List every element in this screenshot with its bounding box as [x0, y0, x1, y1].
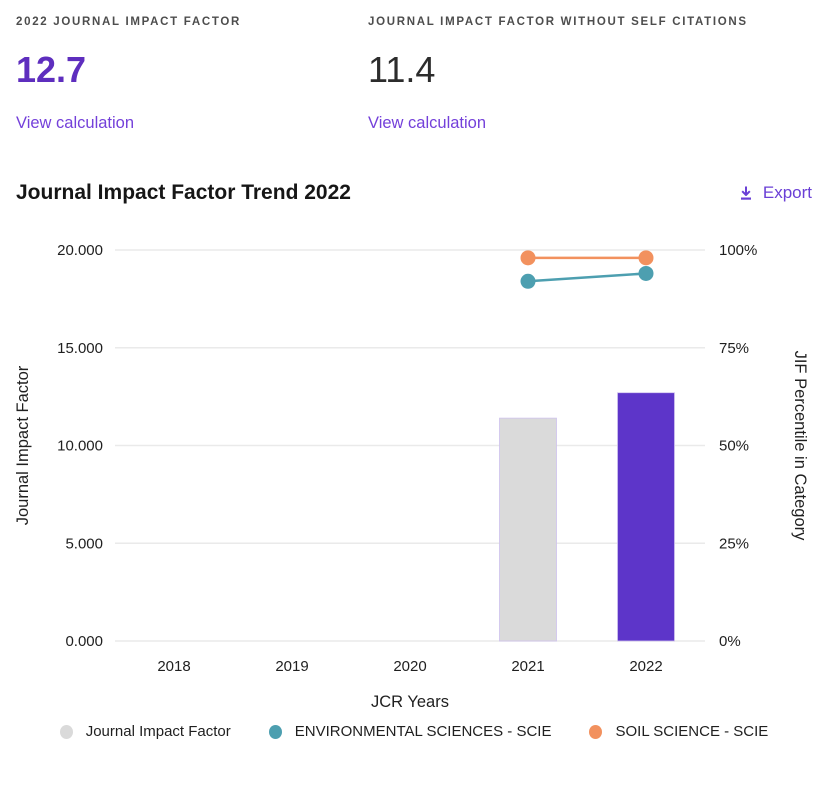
legend-item-journal-impact-factor[interactable]: Journal Impact Factor	[59, 723, 231, 740]
metric-label: JOURNAL IMPACT FACTOR WITHOUT SELF CITAT…	[368, 16, 748, 28]
svg-text:75%: 75%	[719, 340, 749, 357]
trend-chart[interactable]: 0.000 0% 5.000 25% 10.000 50% 15.000 75% 20.000 1…	[0, 223, 828, 715]
metric-label: 2022 JOURNAL IMPACT FACTOR	[16, 16, 242, 28]
svg-text:0%: 0%	[719, 633, 741, 650]
svg-text:Journal Impact Factor: Journal Impact Factor	[14, 365, 32, 525]
metric-jif-without-self-citations: JOURNAL IMPACT FACTOR WITHOUT SELF CITAT…	[368, 16, 748, 133]
legend-dot-orange	[589, 724, 603, 739]
svg-text:2019: 2019	[275, 658, 308, 675]
svg-text:2018: 2018	[157, 658, 190, 675]
svg-text:50%: 50%	[719, 438, 749, 455]
legend-item-environmental-sciences[interactable]: ENVIRONMENTAL SCIENCES - SCIE	[268, 723, 552, 740]
svg-text:JIF Percentile in Category: JIF Percentile in Category	[791, 351, 809, 542]
svg-text:100%: 100%	[719, 242, 757, 259]
chart-header: Journal Impact Factor Trend 2022 Export	[0, 181, 828, 205]
download-icon	[738, 185, 754, 201]
svg-text:2022: 2022	[629, 658, 662, 675]
svg-text:25%: 25%	[719, 535, 749, 552]
export-label: Export	[762, 183, 812, 202]
chart-legend: Journal Impact Factor ENVIRONMENTAL SCIE…	[0, 723, 828, 740]
svg-text:JCR Years: JCR Years	[371, 693, 449, 711]
legend-dot-teal	[268, 724, 282, 739]
metric-value-jif: 12.7	[16, 49, 87, 90]
metric-value-jif-no-self: 11.4	[368, 49, 436, 90]
svg-text:5.000: 5.000	[65, 535, 103, 552]
view-calculation-link[interactable]: View calculation	[368, 114, 487, 132]
svg-text:0.000: 0.000	[65, 633, 103, 650]
legend-item-soil-science[interactable]: SOIL SCIENCE - SCIE	[589, 723, 768, 740]
svg-text:10.000: 10.000	[57, 438, 103, 455]
metric-2022-jif: 2022 JOURNAL IMPACT FACTOR 12.7 View cal…	[16, 16, 368, 133]
view-calculation-link[interactable]: View calculation	[16, 114, 135, 132]
legend-label: ENVIRONMENTAL SCIENCES - SCIE	[294, 723, 552, 740]
svg-text:2020: 2020	[393, 658, 426, 675]
legend-label: Journal Impact Factor	[85, 723, 231, 740]
legend-label: SOIL SCIENCE - SCIE	[615, 723, 769, 740]
svg-text:2021: 2021	[511, 658, 544, 675]
legend-dot-gray	[59, 724, 73, 739]
svg-text:20.000: 20.000	[57, 242, 103, 259]
export-button[interactable]: Export	[738, 183, 812, 203]
chart-section-title: Journal Impact Factor Trend 2022	[16, 181, 351, 204]
svg-text:15.000: 15.000	[57, 340, 103, 357]
metrics-row: 2022 JOURNAL IMPACT FACTOR 12.7 View cal…	[0, 0, 828, 133]
